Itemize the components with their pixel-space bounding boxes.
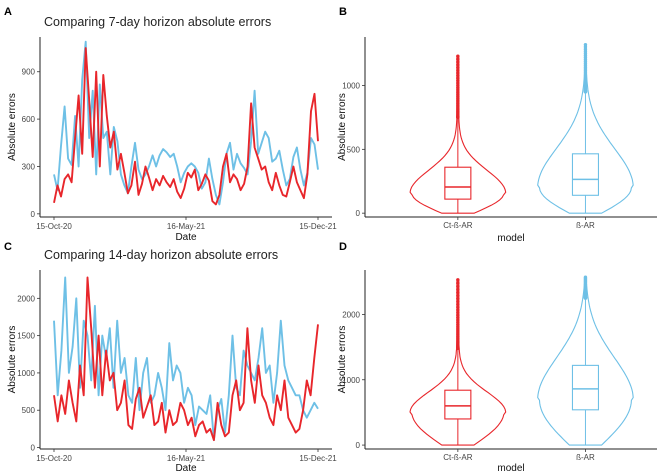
y-tick-label: 600	[22, 115, 36, 124]
outlier-ct-b-ar	[456, 57, 460, 61]
x-tick-label: 15-Dec-21	[299, 454, 337, 463]
outlier-ct-b-ar	[456, 290, 460, 295]
outlier-ct-b-ar	[456, 302, 460, 307]
x-axis-title: Date	[175, 232, 197, 243]
box-b-ar	[571, 153, 600, 196]
outlier-ct-b-ar	[456, 81, 460, 85]
y-tick-label: 2000	[342, 310, 360, 319]
x-axis-title: Date	[175, 463, 197, 474]
outlier-ct-b-ar	[456, 78, 460, 83]
outlier-ct-b-ar	[456, 313, 460, 317]
y-tick-label: 1000	[342, 82, 360, 91]
y-tick-label: 300	[22, 162, 36, 171]
y-axis-title: Absolute errors	[7, 326, 18, 394]
panel-label: A	[4, 6, 12, 18]
outlier-ct-b-ar	[456, 71, 460, 75]
y-tick-label: 1000	[342, 376, 360, 385]
panel-b: B 0 500 1000 Absolute errors model Ct-ß-AR ß-AR	[337, 6, 657, 244]
outlier-b-ar	[583, 42, 588, 47]
outlier-ct-b-ar	[456, 278, 460, 282]
box-ct-b-ar	[444, 389, 472, 420]
outlier-ct-b-ar	[456, 310, 460, 315]
series-line-b-ar	[53, 276, 319, 442]
x-tick-label: 15-Oct-20	[36, 454, 72, 463]
panel-label: C	[4, 241, 12, 253]
x-tick-label: 16-May-21	[167, 222, 206, 231]
x-axis-title: model	[497, 233, 524, 244]
x-axis-title: model	[497, 463, 524, 474]
outlier-ct-b-ar	[456, 293, 460, 298]
outlier-ct-b-ar	[456, 299, 460, 304]
outlier-ct-b-ar	[456, 54, 460, 58]
box-ct-b-ar	[444, 166, 472, 200]
y-tick-label: 0	[31, 444, 36, 453]
series-line-ct-b-ar	[53, 276, 319, 442]
series-line-ct-b-ar	[53, 47, 319, 206]
y-axis-title: Absolute errors	[7, 93, 18, 161]
y-tick-label: 0	[356, 209, 361, 218]
outlier-ct-b-ar	[456, 296, 460, 301]
y-tick-label: 0	[356, 441, 361, 450]
panel-d: D 0 1000 2000 Absolute errors model Ct-ß-AR ß-A…	[337, 241, 657, 474]
outlier-ct-b-ar	[456, 284, 460, 289]
outlier-b-ar	[583, 275, 588, 279]
panel-label: D	[339, 241, 347, 253]
y-tick-label: 1500	[17, 332, 35, 341]
y-tick-label: 900	[22, 68, 36, 77]
y-tick-label: 0	[31, 210, 36, 219]
y-axis-title: Absolute errors	[337, 93, 348, 161]
x-tick-label: ß-AR	[576, 453, 595, 462]
x-tick-label: ß-AR	[576, 221, 595, 230]
box-b-ar	[571, 364, 600, 411]
x-tick-label: Ct-ß-AR	[443, 453, 473, 462]
outlier-ct-b-ar	[456, 308, 460, 312]
outlier-ct-b-ar	[456, 83, 460, 88]
x-tick-label: Ct-ß-AR	[443, 221, 473, 230]
outlier-ct-b-ar	[456, 315, 460, 320]
outlier-ct-b-ar	[456, 281, 460, 285]
y-tick-label: 2000	[17, 294, 35, 303]
outlier-ct-b-ar	[456, 63, 460, 67]
y-tick-label: 1000	[17, 369, 35, 378]
x-tick-label: 15-Oct-20	[36, 222, 72, 231]
y-axis-title: Absolute errors	[337, 326, 348, 394]
x-tick-label: 15-Dec-21	[299, 222, 337, 231]
outlier-ct-b-ar	[456, 68, 460, 73]
y-tick-label: 500	[347, 145, 361, 154]
outlier-ct-b-ar	[456, 318, 460, 322]
chart-title: Comparing 7-day horizon absolute errors	[44, 15, 271, 29]
x-tick-label: 16-May-21	[167, 454, 206, 463]
outlier-ct-b-ar	[456, 320, 460, 325]
y-tick-label: 500	[22, 406, 36, 415]
outlier-ct-b-ar	[456, 76, 460, 80]
outlier-ct-b-ar	[456, 65, 460, 70]
panel-c: C Comparing 14-day horizon absolute error…	[4, 241, 337, 474]
panel-a: A Comparing 7-day horizon absolute errors…	[4, 6, 337, 243]
outlier-ct-b-ar	[456, 73, 460, 78]
outlier-ct-b-ar	[456, 287, 460, 292]
panel-label: B	[339, 6, 347, 18]
outlier-ct-b-ar	[456, 305, 460, 309]
outlier-ct-b-ar	[456, 60, 460, 64]
chart-title: Comparing 14-day horizon absolute errors	[44, 248, 278, 262]
